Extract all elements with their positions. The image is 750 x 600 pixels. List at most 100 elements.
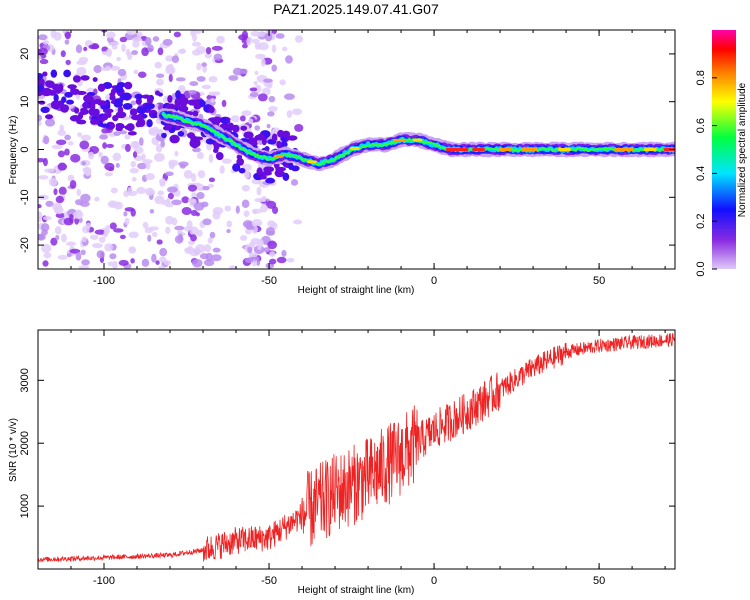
- figure-title: PAZ1.2025.149.07.41.G07: [273, 1, 439, 17]
- noise-blob: [132, 141, 140, 148]
- band-blob: [38, 73, 44, 80]
- noise-blob: [264, 32, 273, 42]
- colorbar-tick-label: 0.6: [695, 118, 707, 133]
- x-tick-label: 0: [431, 575, 437, 587]
- noise-blob: [188, 240, 195, 246]
- noise-blob: [94, 196, 100, 202]
- band-blob: [109, 95, 116, 101]
- noise-blob: [80, 249, 86, 256]
- noise-blob: [286, 110, 293, 118]
- noise-blob: [242, 43, 248, 49]
- noise-blob: [211, 254, 222, 262]
- noise-blob: [142, 221, 149, 229]
- noise-blob: [141, 258, 150, 267]
- noise-blob: [192, 33, 197, 42]
- noise-blob: [106, 143, 114, 148]
- snr-series-line: [38, 332, 675, 563]
- band-blob: [174, 97, 183, 107]
- band-blob: [82, 102, 90, 109]
- noise-blob: [283, 93, 295, 100]
- noise-blob: [113, 228, 124, 233]
- noise-blob: [131, 37, 143, 42]
- noise-blob: [267, 220, 276, 228]
- noise-blob: [171, 199, 182, 206]
- noise-blob: [119, 36, 128, 43]
- noise-blob: [207, 237, 213, 244]
- band-blob: [44, 80, 54, 87]
- noise-blob: [243, 210, 250, 217]
- band-blob: [135, 121, 141, 128]
- band-blob: [97, 83, 106, 92]
- noise-blob: [78, 265, 90, 269]
- noise-blob: [204, 52, 212, 59]
- noise-blob: [229, 265, 236, 269]
- band-blob: [265, 177, 276, 184]
- noise-blob: [246, 36, 252, 46]
- band-blob: [53, 93, 59, 103]
- noise-blob: [38, 34, 48, 41]
- noise-blob: [268, 106, 278, 112]
- y-tick-label: 3000: [19, 368, 31, 392]
- noise-blob: [116, 57, 122, 62]
- band-blob: [144, 102, 155, 110]
- band-blob: [127, 131, 137, 136]
- band-blob: [64, 91, 73, 98]
- noise-blob: [281, 249, 287, 257]
- noise-blob: [155, 143, 163, 153]
- noise-blob: [38, 215, 42, 223]
- noise-blob: [136, 186, 146, 195]
- noise-blob: [254, 125, 261, 131]
- band-blob: [113, 98, 124, 105]
- noise-blob: [79, 201, 90, 207]
- noise-blob: [282, 46, 288, 52]
- band-blob: [65, 99, 75, 105]
- noise-blob: [76, 60, 87, 66]
- noise-blob: [189, 226, 199, 236]
- noise-blob: [81, 161, 86, 166]
- noise-blob: [257, 239, 264, 248]
- noise-blob: [81, 259, 90, 266]
- band-blob: [61, 96, 67, 104]
- noise-blob: [131, 177, 137, 182]
- noise-blob: [197, 170, 206, 179]
- noise-blob: [76, 66, 87, 76]
- noise-blob: [43, 216, 52, 221]
- x-tick-label: 50: [593, 275, 605, 287]
- noise-blob: [244, 170, 250, 179]
- noise-blob: [257, 139, 264, 145]
- band-blob: [165, 103, 176, 110]
- snr-y-ticks: 1000 2000 3000: [19, 368, 675, 518]
- noise-blob: [232, 67, 244, 76]
- band-blob: [146, 119, 153, 128]
- x-tick-label: -100: [93, 575, 115, 587]
- noise-blob: [285, 55, 293, 64]
- noise-blob: [226, 229, 231, 234]
- noise-blob: [96, 250, 105, 259]
- colorbar-label: Normalized spectral amplitude: [737, 82, 748, 217]
- noise-blob: [130, 100, 137, 106]
- colorbar-ticks: 0.0 0.2 0.4 0.6 0.8: [695, 70, 717, 277]
- noise-blob: [156, 73, 165, 79]
- noise-blob: [112, 260, 118, 269]
- band-blob: [256, 167, 263, 176]
- noise-blob: [192, 147, 201, 153]
- band-blob: [63, 69, 72, 78]
- noise-blob: [263, 78, 273, 83]
- snr-x-axis-label: Height of straight line (km): [298, 585, 415, 596]
- noise-blob: [213, 53, 223, 61]
- band-blob: [105, 121, 116, 130]
- noise-blob: [241, 184, 250, 192]
- noise-blob: [256, 186, 262, 196]
- band-blob: [275, 166, 287, 172]
- noise-blob: [61, 233, 67, 243]
- noise-blob: [172, 217, 178, 226]
- noise-blob: [255, 31, 267, 37]
- noise-blob: [152, 36, 160, 42]
- noise-blob: [107, 261, 114, 267]
- noise-blob: [244, 257, 254, 263]
- band-blob: [129, 108, 138, 116]
- noise-blob: [156, 239, 163, 245]
- noise-blob: [38, 175, 49, 180]
- noise-blob: [241, 199, 250, 208]
- noise-blob: [129, 167, 139, 174]
